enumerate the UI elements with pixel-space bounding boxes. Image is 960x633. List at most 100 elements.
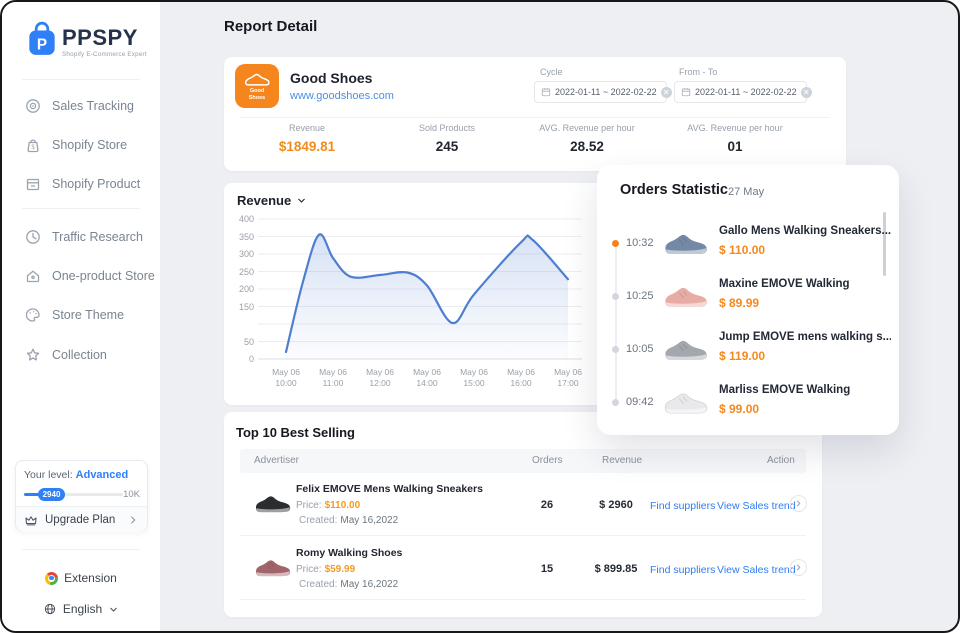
store-bag-icon: $: [24, 136, 42, 154]
svg-text:P: P: [37, 37, 47, 54]
order-time: 10:32: [626, 237, 654, 249]
from-to-date-range-input[interactable]: 2022-01-11 ~ 2022-02-22 ✕: [674, 81, 812, 103]
page-title: Report Detail: [224, 18, 318, 35]
col-advertiser: Advertiser: [254, 455, 300, 466]
revenue-value: $ 899.85: [594, 563, 638, 575]
view-sales-trend-link[interactable]: View Sales trend: [717, 500, 796, 512]
order-item[interactable]: 10:25 Maxine EMOVE Walking $ 89.99: [597, 274, 887, 318]
sidebar-item-label: One-product Store: [52, 269, 155, 283]
home-icon: [24, 267, 42, 285]
language-label: English: [62, 602, 103, 616]
order-item[interactable]: 09:42 Marliss EMOVE Walking $ 99.00: [597, 380, 887, 424]
order-time: 09:42: [626, 396, 654, 408]
col-revenue: Revenue: [602, 455, 643, 466]
x-tick-label: May 06 16:00: [507, 367, 535, 389]
order-time: 10:25: [626, 290, 654, 302]
product-image: [663, 333, 709, 370]
row-chevron-button[interactable]: [790, 495, 807, 512]
extension-link[interactable]: Extension: [2, 566, 160, 590]
chevron-down-icon: [296, 195, 307, 206]
sidebar-item-label: Collection: [52, 348, 107, 362]
sidebar-item-traffic-research[interactable]: Traffic Research: [2, 218, 160, 256]
target-icon: [24, 97, 42, 115]
order-item[interactable]: 10:32 Gallo Mens Walking Sneakers... $ 1…: [597, 221, 891, 265]
progress-badge: 2940: [38, 488, 65, 501]
sidebar-item-store-theme[interactable]: Store Theme: [2, 296, 160, 334]
product-image: [663, 227, 709, 264]
language-selector[interactable]: English: [2, 597, 160, 621]
brand-tagline: Shopify E-Commerce Expert: [62, 51, 147, 58]
globe-icon: [43, 602, 57, 616]
top-selling-title: Top 10 Best Selling: [236, 425, 355, 440]
orders-value: 15: [540, 563, 554, 575]
product-name: Jump EMOVE mens walking s...: [719, 331, 891, 343]
brand-name: PPSPY: [62, 25, 138, 50]
store-logo: Good Shoes: [235, 64, 279, 108]
shoe-logo-icon: [244, 73, 270, 86]
progress-max: 10K: [123, 489, 140, 500]
sidebar-item-collection[interactable]: Collection: [2, 336, 160, 374]
clock-icon: [24, 228, 42, 246]
sidebar-item-label: Store Theme: [52, 308, 125, 322]
sidebar-item-one-product-store[interactable]: One-product Store: [2, 257, 160, 295]
product-price: Price: $59.99: [296, 564, 356, 575]
ppspy-bag-icon: P: [26, 20, 58, 58]
product-name: Maxine EMOVE Walking: [719, 278, 850, 290]
view-sales-trend-link[interactable]: View Sales trend: [717, 564, 796, 576]
product-name: Gallo Mens Walking Sneakers...: [719, 225, 891, 237]
table-row[interactable]: Felix EMOVE Mens Walking Sneakers Price:…: [240, 473, 807, 536]
revenue-value: $ 2960: [599, 499, 633, 511]
product-created: Created: May 16,2022: [299, 579, 399, 590]
col-action: Action: [767, 455, 795, 466]
orders-date: 27 May: [728, 186, 765, 198]
x-tick-label: May 06 15:00: [460, 367, 488, 389]
product-price: $ 119.00: [719, 349, 766, 363]
sidebar: P PPSPY Shopify E-Commerce Expert Sales …: [2, 2, 160, 631]
cycle-date-range-value: 2022-01-11 ~ 2022-02-22: [555, 87, 657, 97]
cycle-label: Cycle: [540, 67, 563, 77]
top-selling-card: Top 10 Best Selling Advertiser Orders Re…: [224, 412, 822, 617]
clear-icon[interactable]: ✕: [660, 86, 672, 98]
calendar-icon: [681, 87, 691, 97]
chart-plot: [258, 213, 582, 370]
chart-title: Revenue: [237, 193, 292, 208]
clear-icon[interactable]: ✕: [800, 86, 812, 98]
level-progress-bar[interactable]: 2940: [24, 488, 123, 501]
orders-statistic-title: Orders Statistic: [620, 182, 728, 198]
svg-text:$: $: [31, 145, 35, 151]
timeline-line: [615, 247, 617, 405]
table-row[interactable]: Romy Walking Shoes Price: $59.99 Created:…: [240, 537, 807, 600]
store-logo-text: Shoes: [248, 94, 266, 101]
product-price: $ 89.99: [719, 296, 760, 310]
chart-metric-dropdown[interactable]: Revenue: [237, 193, 307, 208]
orders-value: 26: [540, 499, 554, 511]
store-url-link[interactable]: www.goodshoes.com: [290, 90, 394, 102]
sidebar-item-label: Traffic Research: [52, 230, 144, 244]
cycle-date-range-input[interactable]: 2022-01-11 ~ 2022-02-22 ✕: [534, 81, 672, 103]
product-image: [254, 490, 292, 521]
order-time: 10:05: [626, 343, 654, 355]
stat-avg-revenue-per-hour-2: AVG. Revenue per hour 01: [687, 123, 783, 154]
sidebar-item-shopify-store[interactable]: $ Shopify Store: [2, 126, 160, 164]
find-suppliers-link[interactable]: Find suppliers: [650, 564, 716, 576]
chrome-icon: [45, 571, 59, 585]
sidebar-item-shopify-product[interactable]: Shopify Product: [2, 165, 160, 203]
row-chevron-button[interactable]: [790, 559, 807, 576]
find-suppliers-link[interactable]: Find suppliers: [650, 500, 716, 512]
timeline-dot: [612, 398, 619, 406]
product-box-icon: [24, 175, 42, 193]
upgrade-plan-button[interactable]: Upgrade Plan: [16, 507, 147, 532]
y-tick-label: 150: [238, 301, 254, 312]
store-logo-text: Good: [249, 87, 265, 94]
order-item[interactable]: 10:05 Jump EMOVE mens walking s... $ 119…: [597, 327, 891, 371]
sidebar-item-label: Shopify Product: [52, 177, 141, 191]
x-tick-label: May 06 12:00: [366, 367, 394, 389]
product-name: Romy Walking Shoes: [296, 547, 403, 559]
sidebar-item-sales-tracking[interactable]: Sales Tracking: [2, 87, 160, 125]
product-price: $ 110.00: [719, 243, 766, 257]
scrollbar[interactable]: [883, 212, 886, 276]
product-name: Marliss EMOVE Walking: [719, 384, 851, 396]
y-tick-label: 400: [238, 214, 254, 224]
x-tick-label: May 06 10:00: [272, 367, 300, 389]
